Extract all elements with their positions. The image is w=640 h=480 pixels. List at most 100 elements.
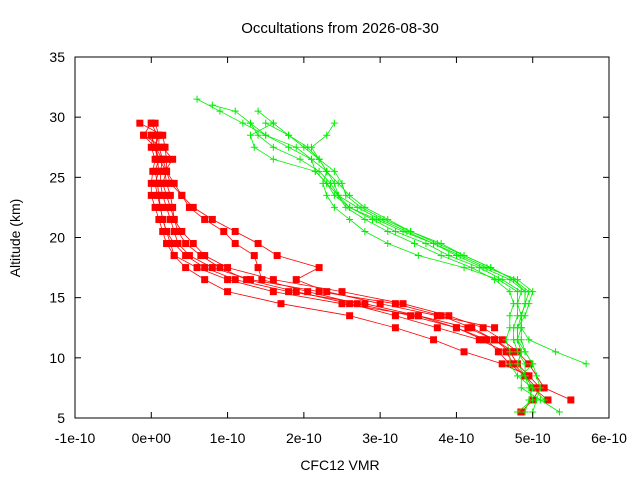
data-point-square <box>510 348 518 356</box>
data-point-square <box>220 227 228 235</box>
data-point-square <box>277 300 285 308</box>
data-point-plus <box>517 348 525 356</box>
data-point-square <box>147 191 155 199</box>
series-3 <box>140 131 541 392</box>
data-point-square <box>201 252 209 260</box>
data-point-square <box>391 300 399 308</box>
data-point-square <box>159 227 167 235</box>
data-point-plus <box>315 155 323 163</box>
data-point-square <box>159 179 167 187</box>
data-point-plus <box>323 191 331 199</box>
data-point-square <box>254 240 262 248</box>
data-point-square <box>163 167 171 175</box>
x-tick-label: 1e-10 <box>210 430 246 446</box>
data-point-plus <box>521 360 529 368</box>
data-point-square <box>483 336 491 344</box>
data-point-plus <box>231 107 239 115</box>
data-point-plus <box>513 300 521 308</box>
y-axis-label: Altitude (km) <box>7 199 23 278</box>
data-point-square <box>407 312 415 320</box>
data-point-square <box>197 252 205 260</box>
data-point-plus <box>330 119 338 127</box>
data-point-plus <box>246 131 254 139</box>
data-point-square <box>452 324 460 332</box>
data-point-plus <box>216 107 224 115</box>
data-point-square <box>201 215 209 223</box>
x-tick-label: 2e-10 <box>286 430 322 446</box>
data-point-plus <box>521 408 529 416</box>
data-point-plus <box>307 155 315 163</box>
data-point-plus <box>307 143 315 151</box>
data-point-square <box>479 336 487 344</box>
data-point-square <box>273 252 281 260</box>
data-point-square <box>510 360 518 368</box>
data-point-plus <box>330 191 338 199</box>
y-tick-label: 15 <box>49 290 65 306</box>
data-point-square <box>155 131 163 139</box>
data-point-square <box>151 155 159 163</box>
data-point-square <box>430 336 438 344</box>
data-point-plus <box>517 372 525 380</box>
data-point-square <box>292 288 300 296</box>
data-point-plus <box>513 408 521 416</box>
data-point-plus <box>269 143 277 151</box>
data-point-square <box>315 288 323 296</box>
data-point-square <box>208 264 216 272</box>
data-point-square <box>433 312 441 320</box>
x-tick-label: 5e-10 <box>515 430 551 446</box>
data-point-square <box>525 372 533 380</box>
x-tick-label: 3e-10 <box>362 430 398 446</box>
data-point-square <box>540 384 548 392</box>
data-point-square <box>414 312 422 320</box>
data-point-plus <box>437 252 445 260</box>
data-point-square <box>169 155 177 163</box>
data-point-square <box>147 119 155 127</box>
data-point-square <box>163 240 171 248</box>
series-7 <box>151 131 499 332</box>
data-point-square <box>254 264 262 272</box>
data-point-plus <box>479 264 487 272</box>
data-point-square <box>155 143 163 151</box>
series-4 <box>140 119 533 380</box>
data-point-square <box>201 276 209 284</box>
series-14 <box>307 119 529 368</box>
data-point-square <box>163 227 171 235</box>
data-point-square <box>166 179 174 187</box>
data-point-square <box>189 203 197 211</box>
data-point-square <box>391 312 399 320</box>
data-point-square <box>182 252 190 260</box>
data-point-plus <box>208 101 216 109</box>
data-point-plus <box>384 227 392 235</box>
data-point-square <box>170 179 178 187</box>
data-point-plus <box>445 252 453 260</box>
data-point-square <box>149 167 157 175</box>
data-point-plus <box>422 240 430 248</box>
data-point-square <box>151 203 159 211</box>
data-point-square <box>525 360 533 368</box>
series-line <box>143 134 537 389</box>
data-point-square <box>464 324 472 332</box>
data-point-square <box>151 143 159 151</box>
data-point-square <box>269 276 277 284</box>
data-point-square <box>153 191 161 199</box>
data-point-plus <box>414 252 422 260</box>
data-point-square <box>433 324 441 332</box>
data-point-square <box>163 179 171 187</box>
data-point-plus <box>239 119 247 127</box>
data-point-plus <box>407 227 415 235</box>
data-point-square <box>140 131 148 139</box>
data-point-plus <box>330 203 338 211</box>
data-point-square <box>147 179 155 187</box>
data-point-plus <box>292 143 300 151</box>
data-point-square <box>163 203 171 211</box>
data-point-plus <box>452 252 460 260</box>
data-point-square <box>151 179 159 187</box>
data-point-square <box>498 360 506 368</box>
data-point-square <box>170 240 178 248</box>
data-point-square <box>567 396 575 404</box>
data-point-square <box>437 312 445 320</box>
data-point-plus <box>502 336 510 344</box>
data-point-plus <box>311 167 319 175</box>
data-point-plus <box>513 324 521 332</box>
